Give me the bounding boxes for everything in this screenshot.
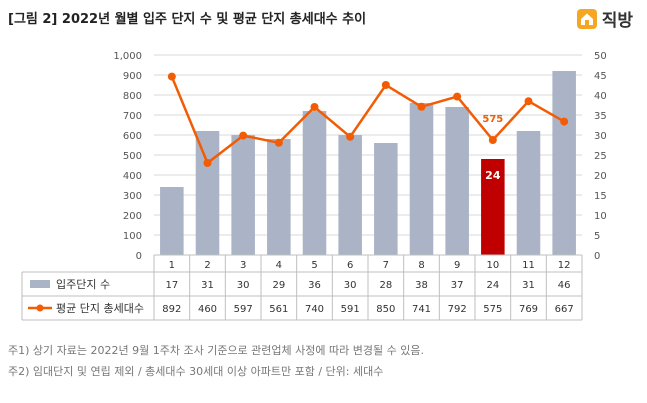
table-cell-bar-value: 30 bbox=[344, 280, 357, 291]
line-point bbox=[203, 159, 212, 167]
legend-label-line: 평균 단지 총세대수 bbox=[56, 302, 144, 315]
table-cell-line-value: 667 bbox=[555, 304, 574, 315]
line-point bbox=[560, 117, 569, 126]
y-right-tick-label: 40 bbox=[594, 91, 607, 102]
table-cell-line-value: 740 bbox=[305, 304, 324, 315]
bar bbox=[374, 143, 398, 255]
bar bbox=[302, 111, 327, 255]
bar bbox=[267, 139, 291, 255]
x-tick-label: 2 bbox=[204, 260, 210, 271]
page-title: [그림 2] 2022년 월별 입주 단지 수 및 평균 단지 총세대수 추이 bbox=[8, 12, 367, 27]
y-right-tick-label: 10 bbox=[594, 211, 607, 222]
y-right-tick-label: 45 bbox=[594, 71, 607, 82]
table-cell-line-value: 892 bbox=[162, 304, 181, 315]
x-tick-label: 10 bbox=[486, 260, 499, 271]
y-right-tick-label: 25 bbox=[594, 151, 607, 162]
table-cell-bar-value: 31 bbox=[522, 280, 535, 291]
line-data-label: 575 bbox=[482, 114, 503, 125]
y-left-tick-label: 200 bbox=[123, 211, 142, 222]
footnote-1: 주1) 상기 자료는 2022년 9월 1주차 조사 기준으로 관련업체 사정에… bbox=[8, 344, 424, 357]
table-cell-bar-value: 36 bbox=[308, 280, 321, 291]
y-right-tick-label: 5 bbox=[594, 231, 600, 242]
table-cell-bar-value: 29 bbox=[272, 280, 285, 291]
table-cell-bar-value: 30 bbox=[237, 280, 250, 291]
bar bbox=[409, 103, 434, 255]
y-right-tick-label: 15 bbox=[594, 191, 607, 202]
legend-swatch-bar bbox=[30, 280, 50, 288]
bar bbox=[552, 71, 576, 255]
table-cell-line-value: 561 bbox=[269, 304, 288, 315]
table-cell-bar-value: 28 bbox=[379, 280, 392, 291]
table-cell-line-value: 460 bbox=[198, 304, 217, 315]
line-point bbox=[310, 103, 319, 111]
y-right-tick-label: 30 bbox=[594, 131, 607, 142]
line-point bbox=[381, 81, 390, 89]
y-left-tick-label: 1,000 bbox=[113, 51, 142, 62]
series-line bbox=[170, 76, 565, 165]
table-cell-line-value: 850 bbox=[376, 304, 395, 315]
bar bbox=[516, 131, 541, 255]
brand-logo: 직방 bbox=[576, 6, 633, 31]
line-point bbox=[346, 132, 355, 141]
line-point bbox=[274, 138, 283, 147]
bar bbox=[160, 187, 184, 255]
bar bbox=[195, 131, 220, 255]
bar bbox=[338, 135, 362, 255]
bar bbox=[481, 159, 505, 255]
y-left-tick-label: 900 bbox=[123, 71, 142, 82]
line-point bbox=[524, 97, 533, 106]
y-left-tick-label: 800 bbox=[123, 91, 142, 102]
table-cell-line-value: 769 bbox=[519, 304, 538, 315]
table-cell-bar-value: 17 bbox=[165, 280, 178, 291]
table-cell-bar-value: 37 bbox=[451, 280, 464, 291]
x-tick-label: 12 bbox=[558, 260, 571, 271]
x-tick-label: 11 bbox=[522, 260, 535, 271]
y-right-tick-label: 50 bbox=[594, 51, 607, 62]
x-tick-label: 4 bbox=[276, 260, 282, 271]
y-left-tick-label: 100 bbox=[123, 231, 142, 242]
y-right-tick-label: 0 bbox=[594, 251, 600, 262]
y-right-tick-label: 20 bbox=[594, 171, 607, 182]
table-cell-bar-value: 46 bbox=[558, 280, 571, 291]
bar-data-label: 24 bbox=[485, 169, 501, 182]
combo-chart: 01002003004005006007008009001,0000510152… bbox=[21, 51, 607, 321]
brand-name: 직방 bbox=[601, 11, 633, 31]
y-left-tick-label: 300 bbox=[123, 191, 142, 202]
house-logo-icon bbox=[576, 8, 597, 29]
y-left-tick-label: 400 bbox=[123, 171, 142, 182]
table-cell-bar-value: 24 bbox=[486, 280, 499, 291]
x-tick-label: 3 bbox=[240, 260, 246, 271]
y-right-tick-label: 35 bbox=[594, 111, 607, 122]
line-point bbox=[453, 92, 462, 101]
line-point bbox=[239, 131, 248, 140]
legend-label-bar: 입주단지 수 bbox=[56, 278, 110, 291]
table-cell-bar-value: 31 bbox=[201, 280, 214, 291]
bar bbox=[445, 107, 469, 255]
x-tick-label: 6 bbox=[347, 260, 353, 271]
y-left-tick-label: 700 bbox=[123, 111, 142, 122]
table-cell-line-value: 591 bbox=[341, 304, 360, 315]
table-cell-line-value: 597 bbox=[234, 304, 253, 315]
line-point bbox=[488, 136, 497, 144]
x-tick-label: 5 bbox=[311, 260, 317, 271]
x-tick-label: 1 bbox=[169, 260, 175, 271]
line-point bbox=[417, 102, 426, 111]
bar bbox=[231, 135, 255, 255]
y-left-tick-label: 600 bbox=[123, 131, 142, 142]
table-cell-line-value: 741 bbox=[412, 304, 431, 315]
table-cell-line-value: 792 bbox=[448, 304, 467, 315]
x-tick-label: 9 bbox=[454, 260, 460, 271]
table-cell-line-value: 575 bbox=[483, 304, 502, 315]
y-left-tick-label: 0 bbox=[136, 251, 142, 262]
x-tick-label: 8 bbox=[418, 260, 424, 271]
footnote-2: 주2) 임대단지 및 연립 제외 / 총세대수 30세대 이상 아파트만 포함 … bbox=[8, 365, 384, 378]
line-point bbox=[167, 72, 176, 81]
legend-swatch-marker bbox=[36, 304, 44, 312]
x-tick-label: 7 bbox=[383, 260, 389, 271]
y-left-tick-label: 500 bbox=[123, 151, 142, 162]
table-cell-bar-value: 38 bbox=[415, 280, 428, 291]
